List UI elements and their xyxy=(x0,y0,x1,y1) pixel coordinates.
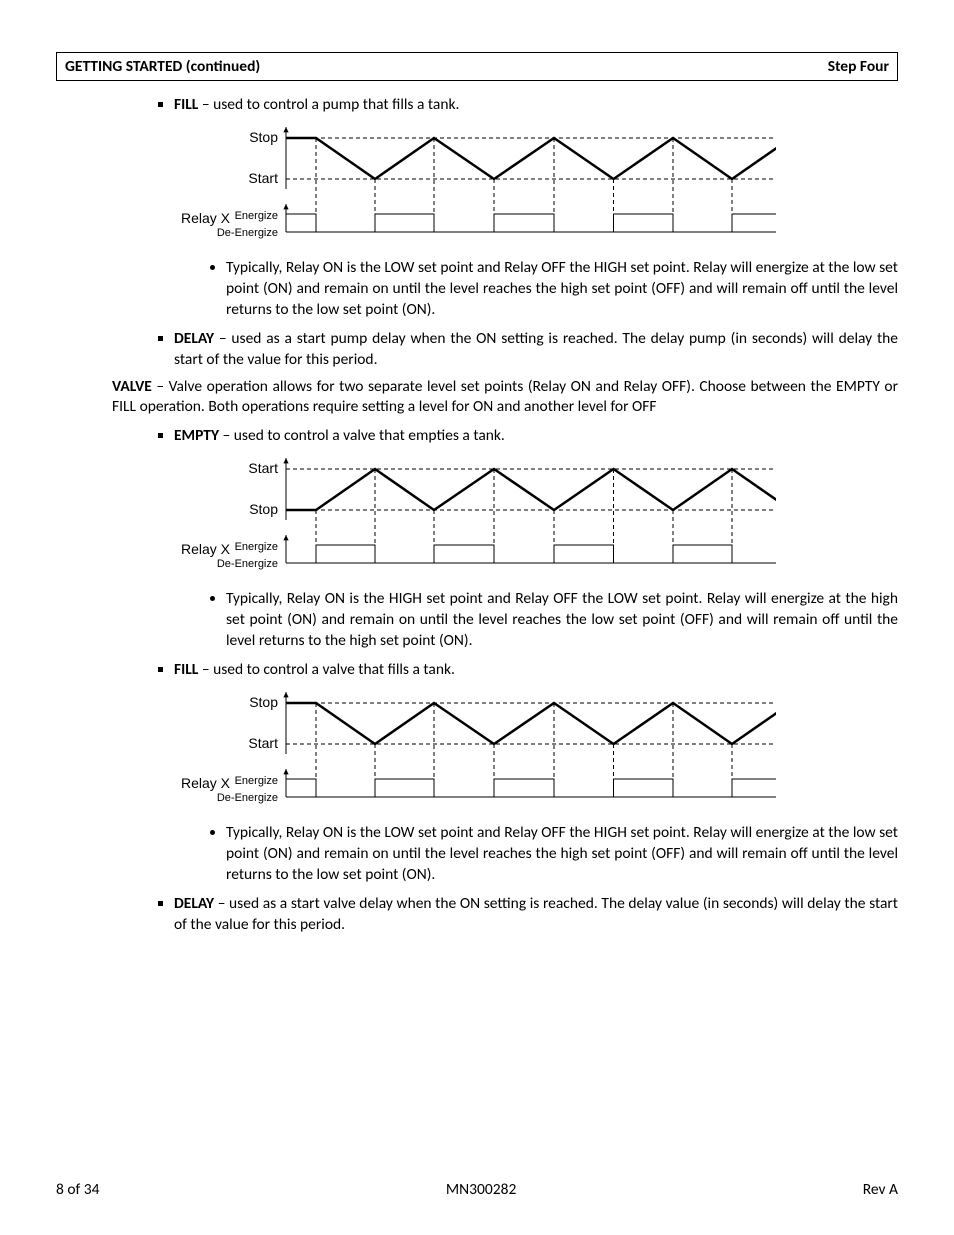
header-left: GETTING STARTED (continued) xyxy=(65,57,260,76)
text-fill-pump: – used to control a pump that fills a ta… xyxy=(198,95,459,114)
svg-text:Relay X: Relay X xyxy=(181,210,231,226)
diagram-fill-pump: Stop Start Relay X Energize De-Energize xyxy=(176,122,898,252)
item-fill-valve: FILL – used to control a valve that fill… xyxy=(174,660,898,681)
item-delay-pump: DELAY – used as a start pump delay when … xyxy=(174,329,898,371)
detail-list-empty-valve: Typically, Relay ON is the HIGH set poin… xyxy=(56,589,898,652)
list-fill-valve: FILL – used to control a valve that fill… xyxy=(56,660,898,681)
svg-text:Start: Start xyxy=(248,460,278,476)
item-empty-valve: EMPTY – used to control a valve that emp… xyxy=(174,426,898,447)
list-delay-pump: DELAY – used as a start pump delay when … xyxy=(56,329,898,371)
svg-text:De-Energize: De-Energize xyxy=(217,558,278,570)
svg-text:Relay X: Relay X xyxy=(181,775,231,791)
detail-fill-valve: Typically, Relay ON is the LOW set point… xyxy=(226,823,898,886)
item-delay-valve: DELAY – used as a start valve delay when… xyxy=(174,894,898,936)
text-delay-pump: – used as a start pump delay when the ON… xyxy=(174,329,898,369)
footer: 8 of 34 MN300282 Rev A xyxy=(56,1180,898,1199)
timing-diagram: Stop Start Relay X Energize De-Energize xyxy=(176,687,776,817)
svg-text:De-Energize: De-Energize xyxy=(217,227,278,239)
footer-right: Rev A xyxy=(863,1180,898,1199)
footer-left: 8 of 34 xyxy=(56,1180,99,1199)
svg-text:Energize: Energize xyxy=(235,210,278,222)
svg-text:De-Energize: De-Energize xyxy=(217,792,278,804)
detail-empty-valve: Typically, Relay ON is the HIGH set poin… xyxy=(226,589,898,652)
text-delay-valve: – used as a start valve delay when the O… xyxy=(174,894,898,934)
svg-text:Energize: Energize xyxy=(235,775,278,787)
page: GETTING STARTED (continued) Step Four FI… xyxy=(0,0,954,1235)
term-fill-pump: FILL xyxy=(174,95,198,114)
valve-paragraph: VALVE – Valve operation allows for two s… xyxy=(56,377,898,419)
header-box: GETTING STARTED (continued) Step Four xyxy=(56,52,898,81)
header-right: Step Four xyxy=(828,57,889,76)
text-empty-valve: – used to control a valve that empties a… xyxy=(219,426,505,445)
list-delay-valve: DELAY – used as a start valve delay when… xyxy=(56,894,898,936)
term-fill-valve: FILL xyxy=(174,660,198,679)
diagram-fill-valve: Stop Start Relay X Energize De-Energize xyxy=(176,687,898,817)
svg-text:Stop: Stop xyxy=(249,129,278,145)
svg-text:Energize: Energize xyxy=(235,541,278,553)
detail-fill-pump: Typically, Relay ON is the LOW set point… xyxy=(226,258,898,321)
text-fill-valve: – used to control a valve that fills a t… xyxy=(198,660,455,679)
svg-text:Stop: Stop xyxy=(249,501,278,517)
svg-text:Start: Start xyxy=(248,170,278,186)
footer-center: MN300282 xyxy=(446,1180,516,1199)
text-valve: – Valve operation allows for two separat… xyxy=(112,377,898,417)
term-delay-pump: DELAY xyxy=(174,329,214,348)
item-fill-pump: FILL – used to control a pump that fills… xyxy=(174,95,898,116)
list-fill-pump: FILL – used to control a pump that fills… xyxy=(56,95,898,116)
content: FILL – used to control a pump that fills… xyxy=(56,95,898,936)
svg-text:Start: Start xyxy=(248,735,278,751)
detail-list-fill-valve: Typically, Relay ON is the LOW set point… xyxy=(56,823,898,886)
list-empty-valve: EMPTY – used to control a valve that emp… xyxy=(56,426,898,447)
svg-text:Stop: Stop xyxy=(249,694,278,710)
detail-list-fill-pump: Typically, Relay ON is the LOW set point… xyxy=(56,258,898,321)
term-delay-valve: DELAY xyxy=(174,894,214,913)
diagram-empty-valve: Start Stop Relay X Energize De-Energize xyxy=(176,453,898,583)
term-valve: VALVE xyxy=(112,377,152,396)
timing-diagram: Start Stop Relay X Energize De-Energize xyxy=(176,453,776,583)
timing-diagram: Stop Start Relay X Energize De-Energize xyxy=(176,122,776,252)
svg-text:Relay X: Relay X xyxy=(181,541,231,557)
term-empty-valve: EMPTY xyxy=(174,426,219,445)
